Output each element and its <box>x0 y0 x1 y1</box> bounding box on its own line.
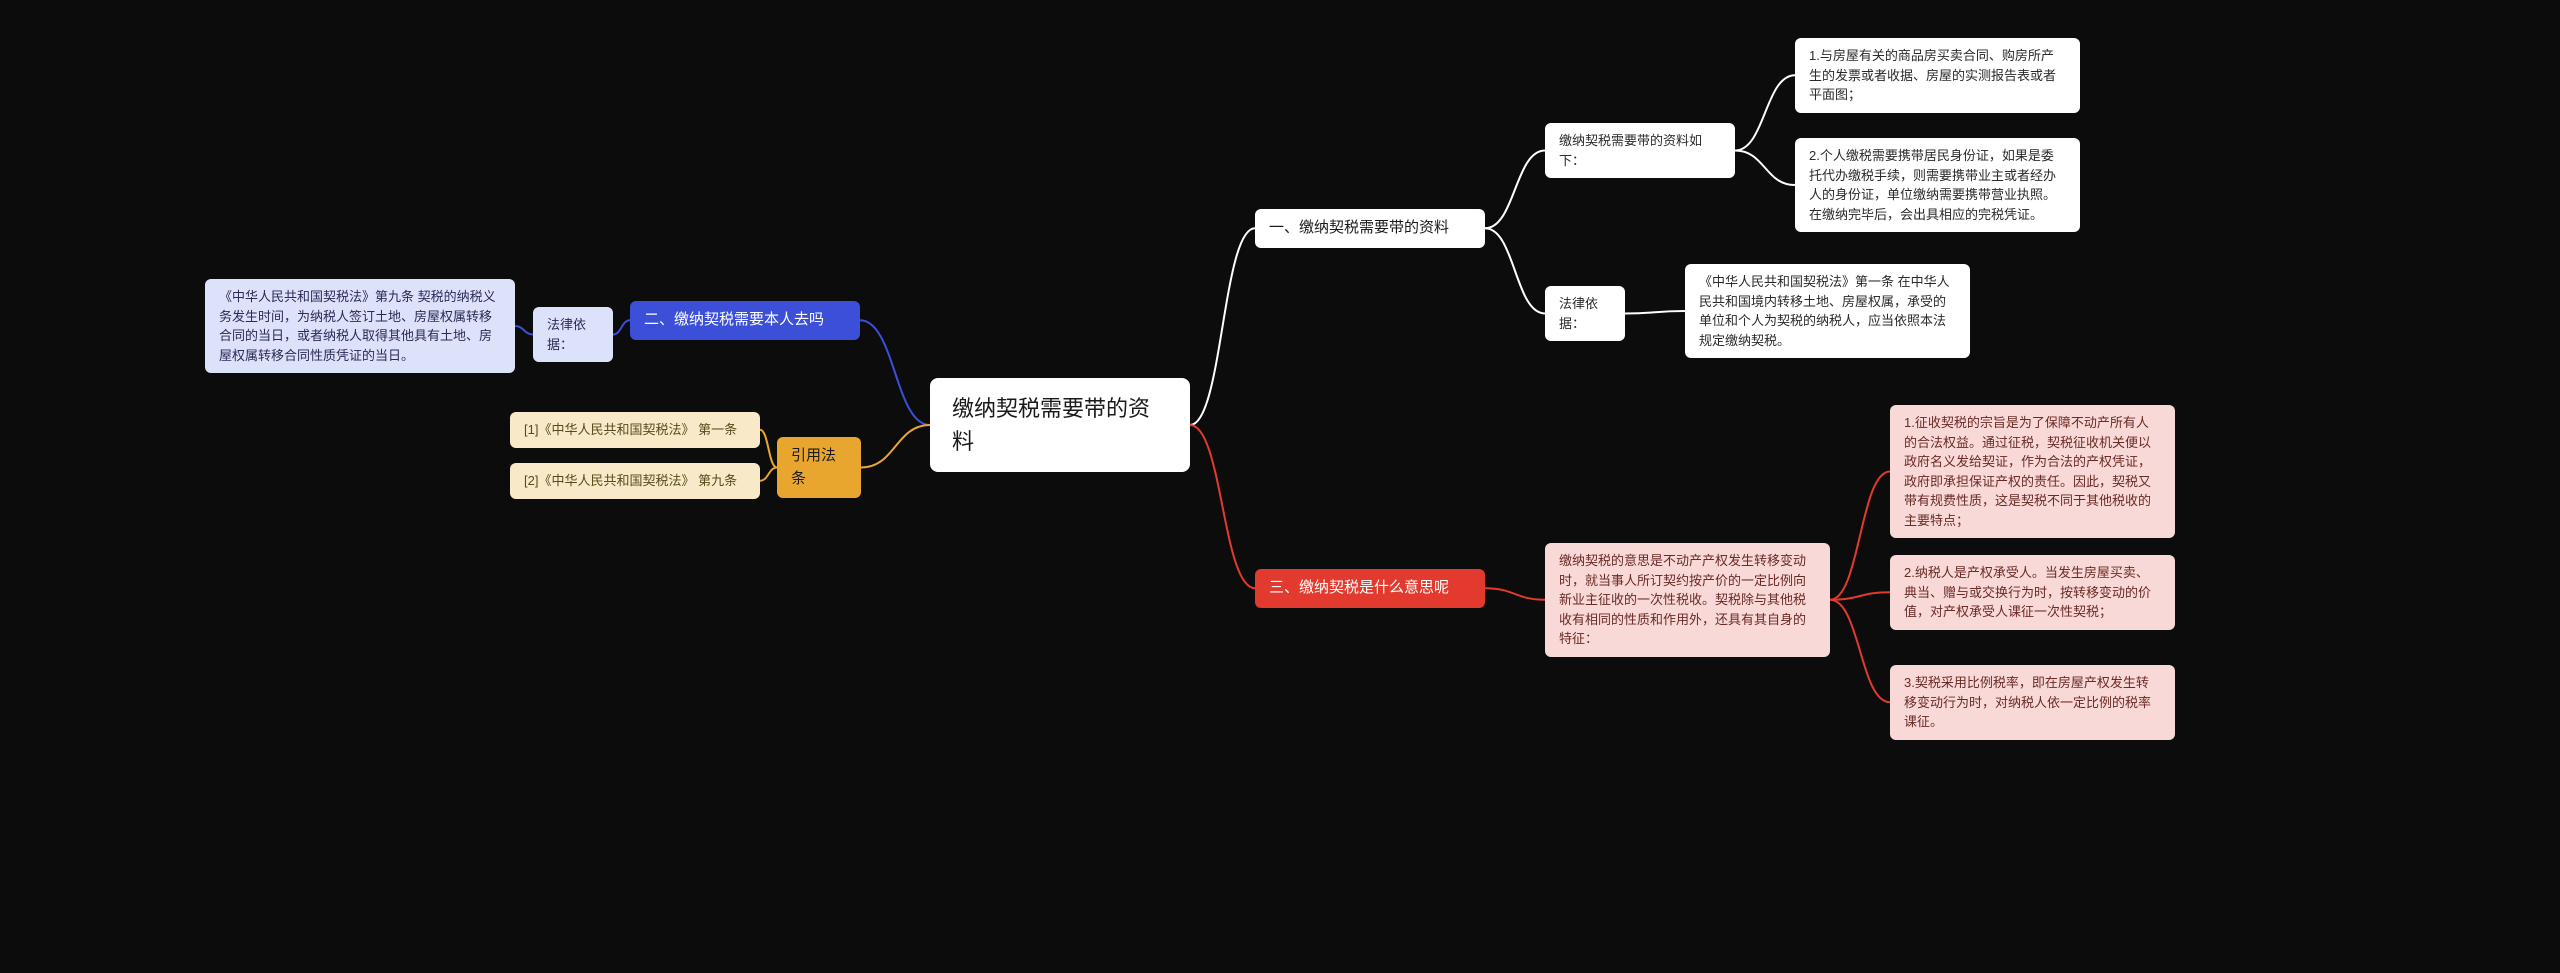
edge <box>1830 600 1890 703</box>
node-b4: 三、缴纳契税是什么意思呢 <box>1255 569 1485 608</box>
node-s2a: 法律依据： <box>533 307 613 362</box>
node-s1b: 法律依据： <box>1545 286 1625 341</box>
edge <box>1735 75 1795 150</box>
node-root: 缴纳契税需要带的资料 <box>930 378 1190 472</box>
node-l6: 2.纳税人是产权承受人。当发生房屋买卖、典当、赠与或交换行为时，按转移变动的价值… <box>1890 555 2175 630</box>
node-b2: 二、缴纳契税需要本人去吗 <box>630 301 860 340</box>
edge <box>1830 592 1890 600</box>
edge <box>515 326 533 335</box>
edge <box>1735 151 1795 186</box>
edge <box>1190 228 1255 425</box>
node-b1: 一、缴纳契税需要带的资料 <box>1255 209 1485 248</box>
edge <box>760 468 777 481</box>
node-b3: 引用法条 <box>777 437 861 498</box>
edge <box>861 425 930 468</box>
edge <box>1625 311 1685 314</box>
node-l1: 1.与房屋有关的商品房买卖合同、购房所产生的发票或者收据、房屋的实测报告表或者平… <box>1795 38 2080 113</box>
edge <box>1485 588 1545 600</box>
edge <box>860 320 930 425</box>
node-s3b: [2]《中华人民共和国契税法》 第九条 <box>510 463 760 499</box>
node-s1a: 缴纳契税需要带的资料如下： <box>1545 123 1735 178</box>
node-s4a: 缴纳契税的意思是不动产产权发生转移变动时，就当事人所订契约按产价的一定比例向新业… <box>1545 543 1830 657</box>
edge <box>1830 472 1890 600</box>
node-l5: 1.征收契税的宗旨是为了保障不动产所有人的合法权益。通过征税，契税征收机关便以政… <box>1890 405 2175 538</box>
node-s3a: [1]《中华人民共和国契税法》 第一条 <box>510 412 760 448</box>
edge <box>760 430 777 468</box>
edge <box>1190 425 1255 588</box>
node-l3: 《中华人民共和国契税法》第一条 在中华人民共和国境内转移土地、房屋权属，承受的单… <box>1685 264 1970 358</box>
node-l4: 《中华人民共和国契税法》第九条 契税的纳税义务发生时间，为纳税人签订土地、房屋权… <box>205 279 515 373</box>
edge-layer <box>0 0 2560 973</box>
node-l7: 3.契税采用比例税率，即在房屋产权发生转移变动行为时，对纳税人依一定比例的税率课… <box>1890 665 2175 740</box>
edge <box>1485 228 1545 313</box>
edge <box>1485 151 1545 229</box>
node-l2: 2.个人缴税需要携带居民身份证，如果是委托代办缴税手续，则需要携带业主或者经办人… <box>1795 138 2080 232</box>
edge <box>613 320 630 334</box>
